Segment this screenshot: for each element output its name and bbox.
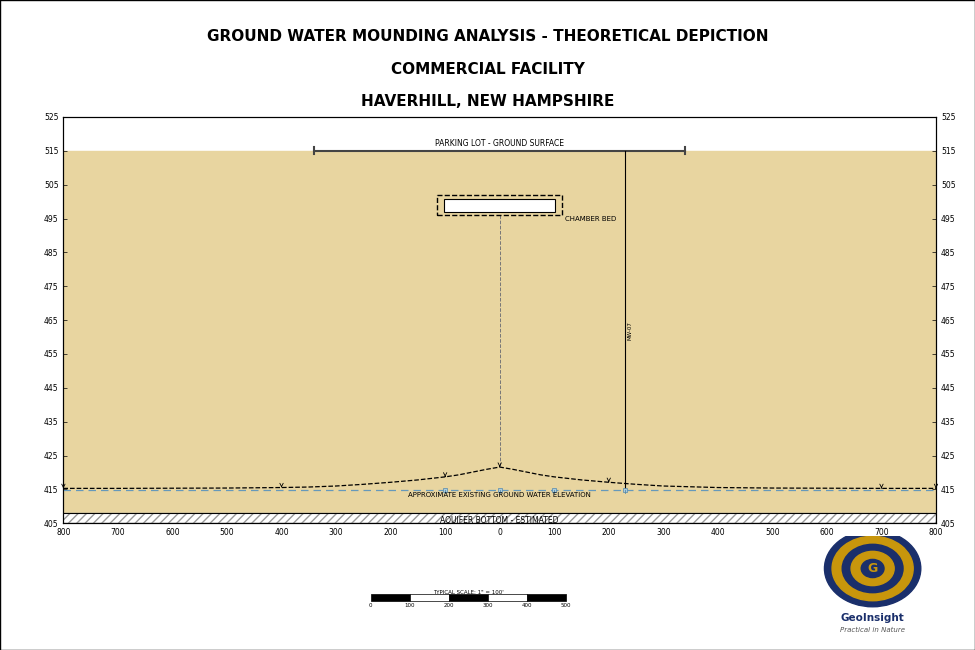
Circle shape [825, 530, 920, 607]
Text: 300: 300 [483, 603, 492, 608]
Circle shape [832, 536, 914, 601]
Circle shape [851, 551, 894, 586]
Bar [437, 195, 563, 215]
Circle shape [861, 560, 884, 578]
Text: 100: 100 [405, 603, 414, 608]
Text: APPROXIMATE EXISTING GROUND WATER ELEVATION: APPROXIMATE EXISTING GROUND WATER ELEVAT… [409, 492, 591, 498]
Text: 200: 200 [444, 603, 453, 608]
Text: 500: 500 [561, 603, 570, 608]
Text: TYPICAL SCALE: 1" = 100': TYPICAL SCALE: 1" = 100' [433, 590, 503, 595]
Text: Practical in Nature: Practical in Nature [840, 627, 905, 633]
Text: MW-07: MW-07 [627, 321, 633, 340]
Text: 400: 400 [522, 603, 531, 608]
Text: PARKING LOT - GROUND SURFACE: PARKING LOT - GROUND SURFACE [435, 139, 565, 148]
Bar [445, 198, 555, 211]
Text: AQUIFER BOTTOM - ESTIMATED: AQUIFER BOTTOM - ESTIMATED [441, 516, 559, 525]
Text: GROUND WATER MOUNDING ANALYSIS - THEORETICAL DEPICTION: GROUND WATER MOUNDING ANALYSIS - THEORET… [207, 29, 768, 44]
Text: HAVERHILL, NEW HAMPSHIRE: HAVERHILL, NEW HAMPSHIRE [361, 94, 614, 109]
Text: GeoInsight: GeoInsight [840, 613, 905, 623]
Circle shape [842, 544, 903, 593]
Text: COMMERCIAL FACILITY: COMMERCIAL FACILITY [391, 62, 584, 77]
Text: CHAMBER BED: CHAMBER BED [566, 216, 616, 222]
Text: G: G [868, 562, 878, 575]
Text: 0: 0 [369, 603, 372, 608]
